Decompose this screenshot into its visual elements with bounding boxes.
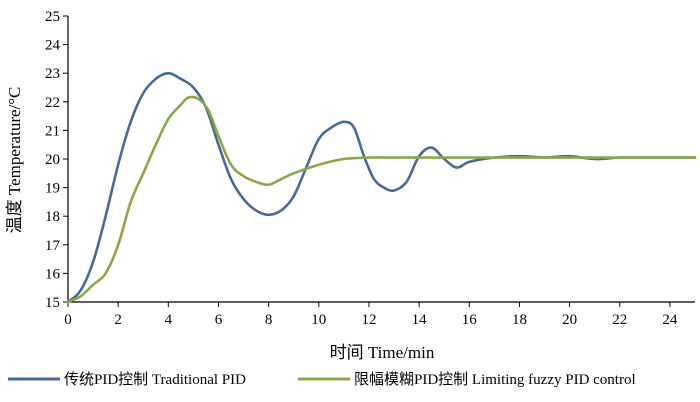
- legend: 传统PID控制 Traditional PID 限幅模糊PID控制 Limitin…: [8, 371, 636, 388]
- series-line-1: [66, 71, 697, 304]
- y-tick-label: 22: [45, 95, 60, 111]
- y-tick-label: 16: [45, 266, 61, 282]
- x-tick-label: 20: [562, 312, 577, 328]
- x-tick-label: 14: [412, 312, 428, 328]
- series-line-2: [66, 95, 697, 304]
- legend-label-2: 限幅模糊PID控制 Limiting fuzzy PID control: [354, 371, 636, 388]
- series-group: [66, 71, 697, 304]
- y-tick-label: 25: [45, 9, 60, 25]
- x-tick-label: 16: [462, 312, 478, 328]
- y-tick-label: 15: [45, 295, 60, 311]
- x-tick-label: 6: [215, 312, 223, 328]
- x-axis-label: 时间 Time/min: [330, 343, 435, 362]
- y-tick-label: 19: [45, 181, 60, 197]
- x-tick-label: 2: [114, 312, 122, 328]
- y-tick-label: 21: [45, 123, 60, 139]
- y-tick-label: 23: [45, 66, 60, 82]
- y-tick-label: 24: [45, 38, 61, 54]
- x-tick-label: 0: [64, 312, 72, 328]
- y-axis-label: 温度 Temperature/°C: [5, 87, 24, 234]
- x-tick-label: 22: [612, 312, 627, 328]
- legend-label-1: 传统PID控制 Traditional PID: [64, 371, 246, 388]
- x-tick-label: 12: [361, 312, 376, 328]
- x-tick-label: 4: [165, 312, 173, 328]
- x-tick-label: 8: [265, 312, 273, 328]
- x-tick-label: 24: [662, 312, 678, 328]
- y-tick-label: 17: [45, 238, 61, 254]
- x-tick-label: 18: [512, 312, 527, 328]
- y-tick-label: 18: [45, 209, 60, 225]
- x-tick-label: 10: [311, 312, 326, 328]
- y-tick-label: 20: [45, 152, 60, 168]
